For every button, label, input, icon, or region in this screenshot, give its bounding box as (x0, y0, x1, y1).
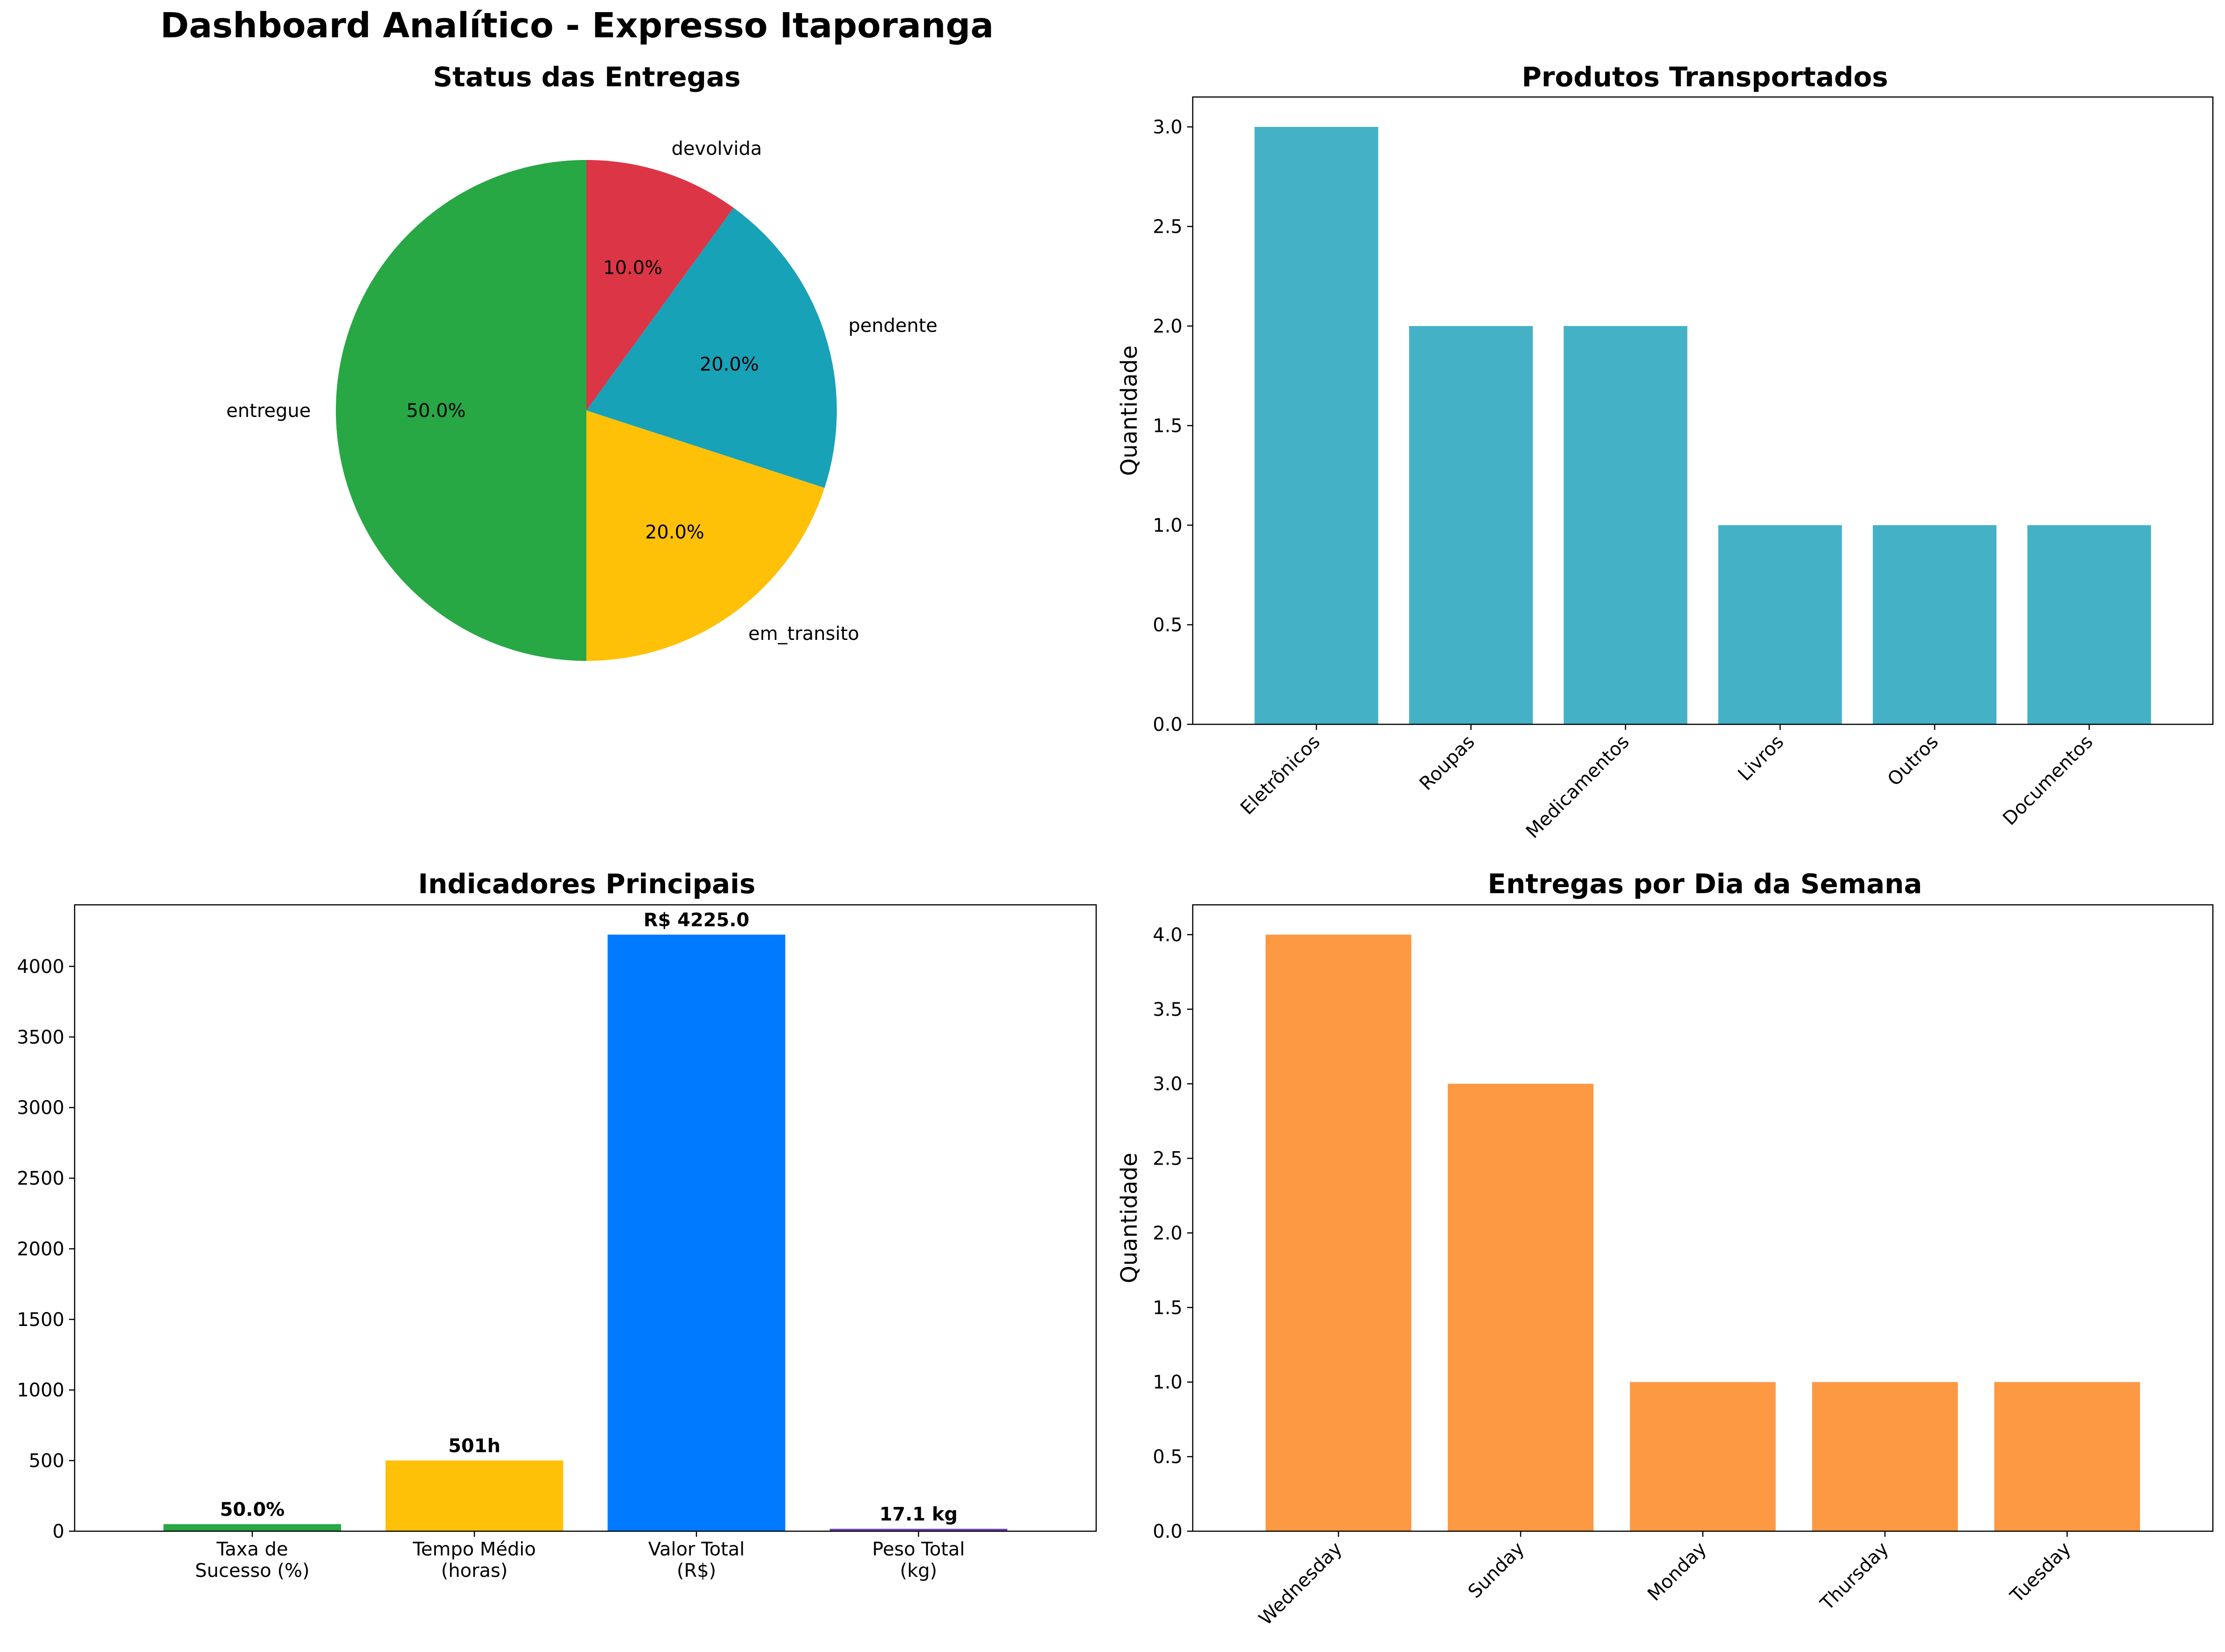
bar-eletr-nicos (1254, 127, 1378, 724)
x-tick-label: Wednesday (1255, 1538, 1346, 1630)
pie-label-em-transito: em_transito (748, 623, 859, 645)
pie-chart-status-entregas: Status das Entregas 50.0% entregue 20.0% em… (226, 61, 938, 661)
y-tick-label: 4.0 (1153, 924, 1182, 946)
pie-slice-pendente (586, 208, 837, 488)
y-tick-label: 3.5 (1153, 999, 1182, 1020)
x-tick-line: Tempo Médio (412, 1539, 536, 1560)
y-tick-label: 4000 (17, 956, 64, 978)
produtos-title: Produtos Transportados (1522, 61, 1888, 93)
indicadores-title: Indicadores Principais (418, 868, 755, 900)
pie-label-devolvida: devolvida (672, 138, 762, 160)
x-tick-line: Sucesso (%) (195, 1560, 309, 1582)
value-label-valor-total-r: R$ 4225.0 (644, 909, 750, 931)
bar-tempo-m-dio-horas (385, 1460, 563, 1531)
dashboard-title: Dashboard Analítico - Expresso Itaporang… (160, 6, 994, 46)
y-tick-label: 3.0 (1153, 117, 1182, 138)
y-tick-label: 2.0 (1153, 316, 1182, 337)
axes-frame (1192, 96, 2214, 725)
y-tick-label: 0.0 (1153, 1521, 1182, 1542)
x-tick-label: Peso Total (kg) (872, 1539, 965, 1582)
x-tick-label: Tempo Médio (horas) (412, 1539, 536, 1582)
axes-frame (1192, 904, 2214, 1532)
bar-peso-total-kg (829, 1528, 1008, 1531)
pie-slice-entregue (336, 160, 586, 661)
bar-outros (1873, 525, 1997, 724)
x-tick-label: Documentos (1999, 731, 2097, 830)
y-tick-label: 1.5 (1153, 416, 1182, 437)
y-tick-label: 2.5 (1153, 1148, 1182, 1170)
y-tick-label: 2000 (17, 1238, 64, 1260)
y-tick-label: 1000 (17, 1380, 64, 1401)
x-tick-label: Livros (1734, 731, 1788, 785)
x-tick-label: Thursday (1816, 1538, 1893, 1615)
x-tick-label: Eletrônicos (1237, 731, 1324, 819)
y-tick-label: 0.0 (1153, 714, 1182, 736)
x-tick-line: (R$) (677, 1560, 716, 1582)
pie-title: Status das Entregas (433, 61, 741, 93)
x-tick-label: Taxa de Sucesso (%) (195, 1539, 309, 1582)
y-tick-label: 2.5 (1153, 216, 1182, 238)
pie-pct-devolvida: 10.0% (603, 257, 662, 279)
pie-slice-em-transito (586, 410, 825, 661)
bar-taxa-de-sucesso (163, 1524, 341, 1531)
bar-chart-dias-semana: Entregas por Dia da Semana 0.0 0.5 1.0 1.5 2… (1116, 868, 2214, 1630)
x-tick-line: Peso Total (872, 1539, 965, 1560)
x-tick-label: Tuesday (2006, 1538, 2075, 1607)
y-tick-label: 500 (29, 1451, 64, 1472)
pie-pct-pendente: 20.0% (700, 354, 759, 375)
bar-valor-total-r (607, 934, 786, 1531)
axes-frame (74, 904, 1097, 1532)
y-tick-label: 2.0 (1153, 1222, 1182, 1244)
bar-thursday (1812, 1382, 1958, 1531)
bar-medicamentos (1564, 326, 1688, 724)
y-tick-label: 2500 (17, 1168, 64, 1189)
y-tick-label: 1.5 (1153, 1297, 1182, 1319)
bar-tuesday (1994, 1382, 2140, 1531)
y-axis-label: Quantidade (1116, 1152, 1142, 1283)
bar-documentos (2027, 525, 2151, 724)
x-tick-line: (kg) (900, 1560, 937, 1582)
y-tick-label: 3000 (17, 1097, 64, 1119)
x-tick-label: Roupas (1415, 731, 1479, 795)
bar-livros (1718, 525, 1842, 724)
x-tick-line: Taxa de (216, 1539, 288, 1560)
x-tick-label: Sunday (1464, 1538, 1529, 1603)
y-tick-label: 0.5 (1153, 1446, 1182, 1468)
pie-label-entregue: entregue (226, 400, 311, 422)
y-tick-label: 1.0 (1153, 1372, 1182, 1393)
pie-pct-em-transito: 20.0% (645, 522, 704, 543)
x-tick-label: Monday (1643, 1538, 1710, 1605)
y-tick-label: 3.0 (1153, 1074, 1182, 1095)
bar-sunday (1447, 1083, 1594, 1531)
bar-chart-indicadores: Indicadores Principais 0 500 1000 1500 2000 2… (17, 868, 1097, 1582)
x-tick-line: Valor Total (648, 1539, 745, 1560)
value-label-taxa-de-sucesso: 50.0% (220, 1499, 285, 1520)
pie-slice-devolvida (586, 160, 734, 410)
value-label-peso-total-kg: 17.1 kg (879, 1504, 958, 1525)
y-tick-label: 1500 (17, 1309, 64, 1331)
x-tick-label: Outros (1884, 731, 1943, 791)
pie-pct-entregue: 50.0% (406, 400, 466, 422)
x-tick-line: (horas) (441, 1560, 508, 1582)
x-tick-label: Medicamentos (1522, 731, 1634, 843)
bar-wednesday (1265, 934, 1411, 1531)
bar-chart-produtos: Produtos Transportados 0.0 0.5 1.0 1.5 2.0 2.… (1116, 61, 2214, 843)
pie-label-pendente: pendente (848, 315, 938, 336)
bar-monday (1630, 1382, 1776, 1531)
y-tick-label: 0 (53, 1521, 64, 1542)
x-tick-label: Valor Total (R$) (648, 1539, 745, 1582)
y-tick-label: 0.5 (1153, 615, 1182, 636)
dias-title: Entregas por Dia da Semana (1488, 868, 1922, 900)
y-tick-label: 3500 (17, 1027, 64, 1048)
y-tick-label: 1.0 (1153, 515, 1182, 536)
y-axis-label: Quantidade (1116, 345, 1142, 476)
bar-roupas (1409, 326, 1533, 724)
value-label-tempo-m-dio-horas: 501h (448, 1435, 501, 1457)
